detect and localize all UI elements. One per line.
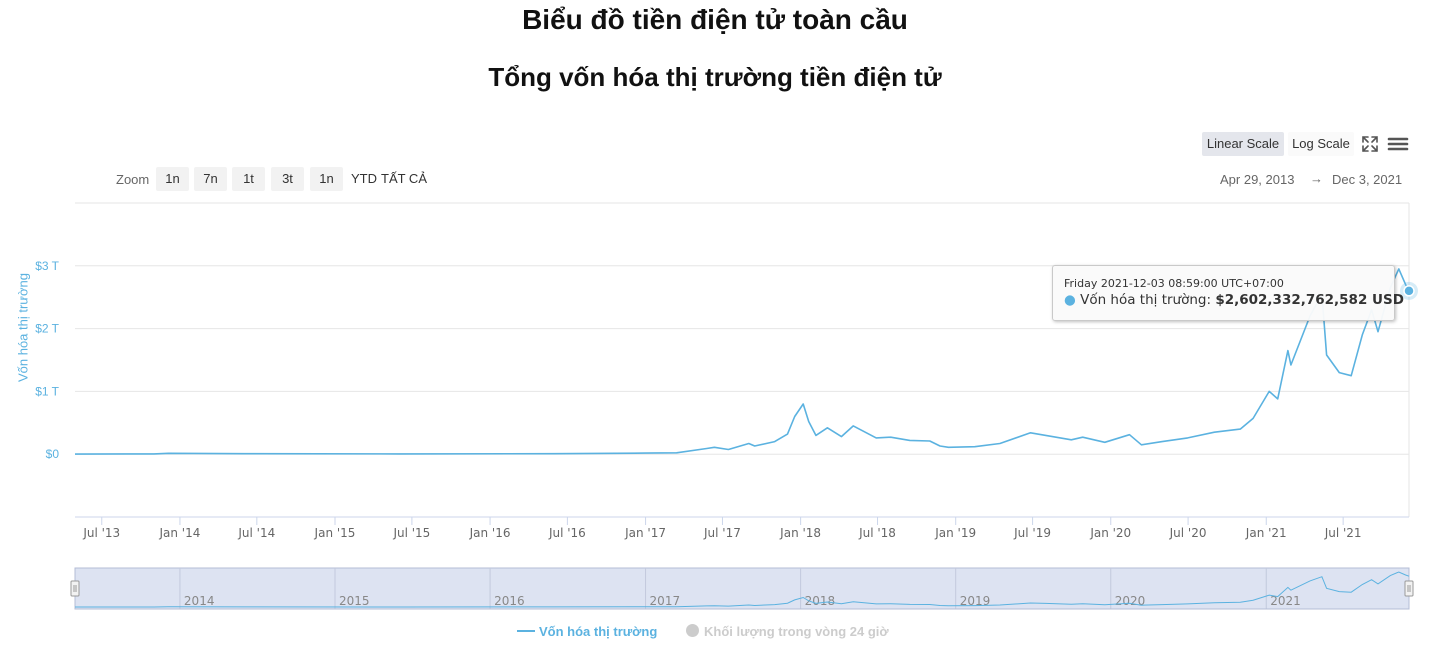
log-scale-button[interactable]: Log Scale xyxy=(1288,132,1354,156)
navigator-year-label: 2018 xyxy=(805,594,836,608)
navigator-year-label: 2021 xyxy=(1270,594,1301,608)
x-tick-label: Jan '14 xyxy=(158,526,200,540)
zoom-button-1n-year[interactable]: 1n xyxy=(310,167,343,191)
page-title: Biểu đồ tiền điện tử toàn cầu xyxy=(522,4,908,35)
tooltip: Friday 2021-12-03 08:59:00 UTC+07:00 ● V… xyxy=(1052,265,1404,321)
x-tick-label: Jul '19 xyxy=(1013,526,1051,540)
chart-title: Tổng vốn hóa thị trường tiền điện tử xyxy=(488,62,942,92)
x-tick-label: Jul '13 xyxy=(82,526,120,540)
x-tick-label: Jan '21 xyxy=(1245,526,1287,540)
legend-label-volume: Khối lượng trong vòng 24 giờ xyxy=(704,624,889,639)
navigator-handle-left[interactable] xyxy=(70,580,80,597)
x-tick-label: Jan '19 xyxy=(934,526,976,540)
navigator-series-line xyxy=(75,571,1410,608)
x-tick-label: Jul '20 xyxy=(1169,526,1207,540)
range-arrow: → xyxy=(1310,171,1323,186)
zoom-button-ytd[interactable]: YTD xyxy=(351,171,377,186)
y-tick-label: $1 T xyxy=(35,384,59,398)
legend-line-icon xyxy=(517,629,535,632)
navigator-year-label: 2020 xyxy=(1115,594,1146,608)
x-tick-label: Jan '16 xyxy=(469,526,511,540)
tooltip-dot-icon: ● xyxy=(1064,292,1076,308)
hover-point[interactable] xyxy=(1403,285,1415,297)
x-tick-label: Jul '15 xyxy=(392,526,430,540)
legend-item-market-cap[interactable]: Vốn hóa thị trường xyxy=(517,624,657,639)
x-tick-label: Jul '16 xyxy=(548,526,586,540)
navigator-handle-right[interactable] xyxy=(1404,580,1414,597)
y-tick-label: $2 T xyxy=(35,322,59,336)
navigator-year-label: 2019 xyxy=(960,594,991,608)
x-tick-label: Jul '18 xyxy=(858,526,896,540)
x-tick-label: Jul '17 xyxy=(703,526,741,540)
tooltip-series: ● Vốn hóa thị trường: $2,602,332,762,582… xyxy=(1064,292,1404,308)
navigator-selection[interactable] xyxy=(74,567,1410,610)
legend-label-market-cap: Vốn hóa thị trường xyxy=(539,624,658,639)
legend-item-volume[interactable]: Khối lượng trong vòng 24 giờ xyxy=(686,624,889,639)
linear-scale-button[interactable]: Linear Scale xyxy=(1202,132,1284,156)
fullscreen-icon[interactable] xyxy=(1358,132,1382,156)
menu-icon[interactable] xyxy=(1386,132,1410,156)
x-tick-label: Jan '20 xyxy=(1089,526,1131,540)
range-from[interactable]: Apr 29, 2013 xyxy=(1220,172,1295,187)
x-tick-label: Jan '17 xyxy=(624,526,666,540)
tooltip-date: Friday 2021-12-03 08:59:00 UTC+07:00 xyxy=(1064,277,1284,290)
y-tick-label: $0 xyxy=(46,447,60,461)
navigator-year-label: 2015 xyxy=(339,594,370,608)
x-tick-label: Jul '14 xyxy=(237,526,275,540)
zoom-button-7n[interactable]: 7n xyxy=(194,167,227,191)
y-tick-label: $3 T xyxy=(35,259,59,273)
zoom-button-1n[interactable]: 1n xyxy=(156,167,189,191)
zoom-label: Zoom xyxy=(116,172,150,187)
zoom-button-all[interactable]: TẤT CẢ xyxy=(381,171,427,186)
zoom-button-1t[interactable]: 1t xyxy=(232,167,265,191)
legend-circle-icon xyxy=(686,624,699,638)
x-tick-label: Jul '21 xyxy=(1324,526,1362,540)
zoom-button-3t[interactable]: 3t xyxy=(271,167,304,191)
navigator-year-label: 2016 xyxy=(494,594,525,608)
x-tick-label: Jan '15 xyxy=(314,526,356,540)
range-to[interactable]: Dec 3, 2021 xyxy=(1332,172,1403,187)
x-tick-label: Jan '18 xyxy=(779,526,821,540)
navigator-year-label: 2014 xyxy=(184,594,215,608)
series-line-market-cap[interactable] xyxy=(74,268,1410,455)
tooltip-series-label: Vốn hóa thị trường: xyxy=(1080,292,1216,308)
navigator-year-label: 2017 xyxy=(650,594,681,608)
tooltip-value: $2,602,332,762,582 USD xyxy=(1215,292,1404,308)
